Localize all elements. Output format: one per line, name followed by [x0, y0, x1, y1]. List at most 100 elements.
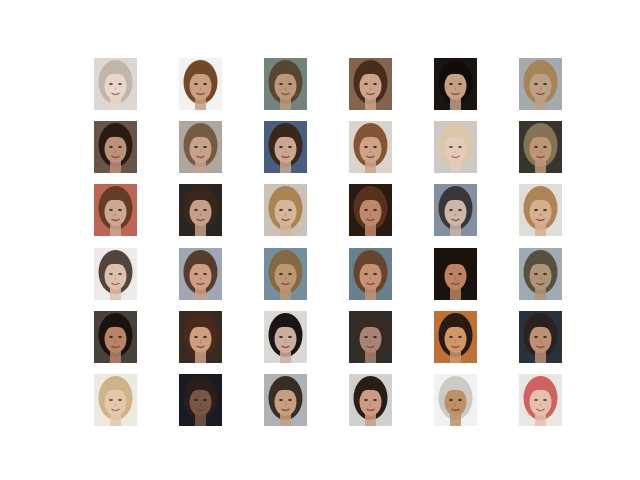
face-mouth [451, 282, 460, 286]
face-skin [274, 325, 297, 353]
face-eye [449, 398, 453, 402]
face-nose [114, 212, 117, 216]
face-eye [543, 398, 547, 402]
face-overlay [349, 374, 392, 426]
face-eye [194, 335, 198, 339]
face-mouth [111, 345, 120, 349]
face-mouth [451, 92, 460, 96]
face-fringe [103, 129, 128, 143]
face-fringe [188, 66, 213, 80]
face-image [179, 248, 222, 300]
face-skin [274, 72, 297, 100]
face-neck [535, 222, 546, 236]
face-image [349, 311, 392, 363]
face-thumbnail [349, 311, 392, 363]
face-eye [118, 398, 122, 402]
face-neck [110, 96, 121, 110]
face-eye [109, 82, 113, 86]
face-eye [534, 208, 538, 212]
face-image [94, 248, 137, 300]
face-overlay [519, 121, 562, 173]
face-skin [444, 325, 467, 353]
face-fringe [528, 382, 553, 396]
face-skin [359, 135, 382, 163]
face-image [434, 184, 477, 236]
face-skin [189, 198, 212, 226]
face-thumbnail [434, 248, 477, 300]
face-neck [365, 412, 376, 426]
face-fringe [528, 66, 553, 80]
face-image [179, 184, 222, 236]
face-skin [529, 198, 552, 226]
face-neck [195, 222, 206, 236]
face-skin [189, 325, 212, 353]
face-eye [279, 82, 283, 86]
face-eye [109, 335, 113, 339]
face-overlay [94, 184, 137, 236]
face-mouth [196, 155, 205, 159]
face-nose [369, 276, 372, 280]
face-mouth [281, 345, 290, 349]
face-thumbnail [519, 184, 562, 236]
face-overlay [349, 311, 392, 363]
face-overlay [179, 58, 222, 110]
face-eye [458, 208, 462, 212]
face-skin [529, 262, 552, 290]
face-image [264, 184, 307, 236]
face-nose [199, 339, 202, 343]
face-thumbnail [349, 121, 392, 173]
face-mouth [366, 282, 375, 286]
face-fringe [188, 319, 213, 333]
face-image [349, 248, 392, 300]
face-overlay [179, 374, 222, 426]
face-thumbnail [349, 374, 392, 426]
face-eye [288, 208, 292, 212]
face-overlay [349, 248, 392, 300]
face-overlay [179, 248, 222, 300]
face-overlay [264, 311, 307, 363]
face-fringe [358, 382, 383, 396]
face-fringe [103, 66, 128, 80]
face-nose [539, 86, 542, 90]
face-eye [449, 82, 453, 86]
face-mouth [366, 92, 375, 96]
face-overlay [94, 58, 137, 110]
face-neck [535, 286, 546, 300]
face-thumbnail [519, 311, 562, 363]
face-eye [364, 145, 368, 149]
face-nose [114, 149, 117, 153]
face-fringe [273, 129, 298, 143]
face-thumbnail [94, 121, 137, 173]
face-mouth [536, 92, 545, 96]
face-image [519, 121, 562, 173]
face-image [519, 184, 562, 236]
face-nose [199, 86, 202, 90]
face-skin [529, 325, 552, 353]
face-eye [118, 272, 122, 276]
face-mouth [111, 155, 120, 159]
face-eye [373, 272, 377, 276]
face-eye [118, 208, 122, 212]
face-thumbnail [264, 58, 307, 110]
face-thumbnail [179, 121, 222, 173]
face-overlay [519, 58, 562, 110]
face-neck [280, 349, 291, 363]
face-eye [279, 208, 283, 212]
face-eye [194, 145, 198, 149]
face-image [179, 374, 222, 426]
face-fringe [443, 129, 468, 143]
face-skin [359, 325, 382, 353]
face-eye [373, 145, 377, 149]
face-eye [543, 145, 547, 149]
face-image [519, 311, 562, 363]
face-thumbnail [434, 311, 477, 363]
face-thumbnail [519, 374, 562, 426]
face-fringe [528, 192, 553, 206]
face-mouth [111, 92, 120, 96]
face-neck [365, 96, 376, 110]
face-neck [450, 412, 461, 426]
face-fringe [358, 129, 383, 143]
face-image [264, 374, 307, 426]
face-skin [529, 72, 552, 100]
face-nose [454, 339, 457, 343]
